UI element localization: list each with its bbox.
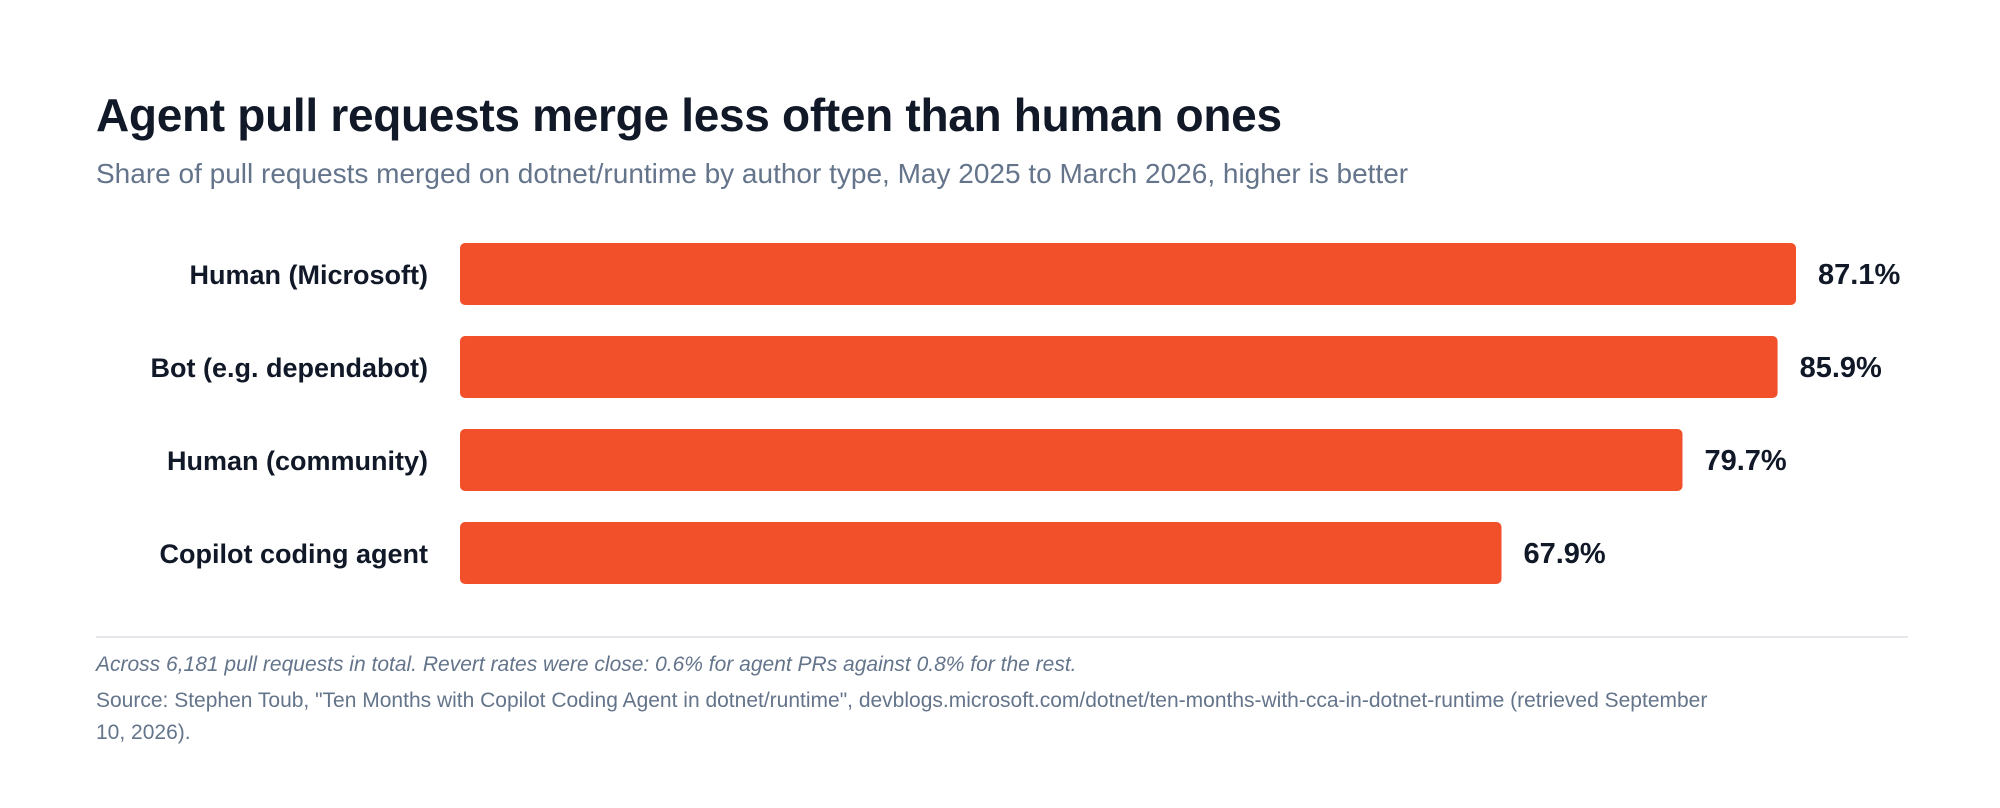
footer-divider [96, 636, 1908, 638]
category-label: Copilot coding agent [160, 539, 428, 569]
chart-title: Agent pull requests merge less often tha… [96, 89, 1282, 141]
bar [460, 336, 1778, 398]
bars-group: Human (Microsoft) 87.1% Bot (e.g. dependab… [151, 243, 1900, 584]
bar [460, 522, 1502, 584]
bar [460, 243, 1796, 305]
value-label: 67.9% [1523, 538, 1605, 570]
category-label: Bot (e.g. dependabot) [151, 353, 428, 383]
value-label: 87.1% [1818, 259, 1900, 291]
category-label: Human (community) [167, 446, 428, 476]
category-label: Human (Microsoft) [190, 260, 429, 290]
value-label: 79.7% [1704, 445, 1786, 477]
footer-note: Across 6,181 pull requests in total. Rev… [96, 653, 1077, 676]
value-label: 85.9% [1800, 352, 1882, 384]
bar [460, 429, 1683, 491]
chart-subtitle: Share of pull requests merged on dotnet/… [96, 158, 1409, 189]
footer-source: Source: Stephen Toub, "Ten Months with C… [96, 689, 1708, 744]
bar-chart: Human (Microsoft) 87.1% Bot (e.g. dependab… [151, 243, 1900, 584]
